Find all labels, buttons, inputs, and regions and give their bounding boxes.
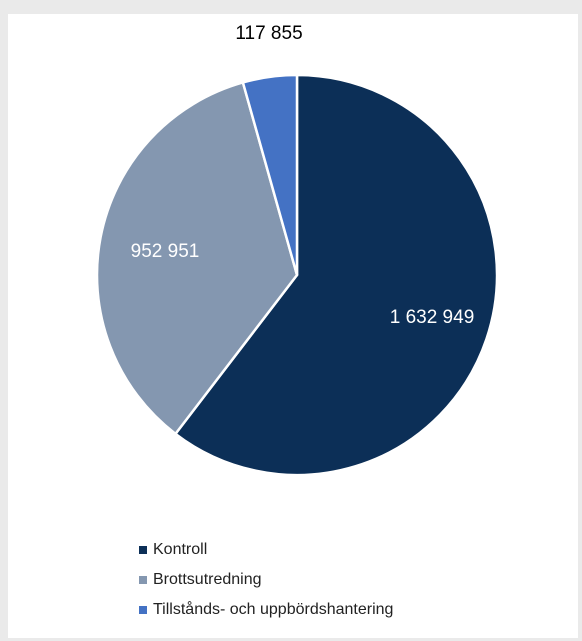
pie-slice-tillstands xyxy=(241,73,299,277)
legend-swatch-tillstands xyxy=(139,606,147,614)
legend-label-kontroll: Kontroll xyxy=(153,541,208,558)
legend-label-tillstands: Tillstånds- och uppbördshantering xyxy=(153,601,394,618)
legend-item-brottsutredning: Brottsutredning xyxy=(139,565,393,595)
pie-slice-brottsutredning xyxy=(95,81,299,436)
chart-legend: Kontroll Brottsutredning Tillstånds- och… xyxy=(139,535,393,625)
data-label-kontroll: 1 632 949 xyxy=(390,307,475,328)
legend-item-tillstands: Tillstånds- och uppbördshantering xyxy=(139,595,393,625)
pie-slice-kontroll xyxy=(174,73,499,477)
legend-item-kontroll: Kontroll xyxy=(139,535,393,565)
pie-data-labels: 1 632 949 952 951 117 855 xyxy=(131,23,475,328)
data-label-tillstands: 117 855 xyxy=(235,23,302,44)
legend-swatch-kontroll xyxy=(139,546,147,554)
data-label-brottsutredning: 952 951 xyxy=(131,241,200,262)
pie-slices xyxy=(95,73,499,477)
legend-label-brottsutredning: Brottsutredning xyxy=(153,571,262,588)
legend-swatch-brottsutredning xyxy=(139,576,147,584)
